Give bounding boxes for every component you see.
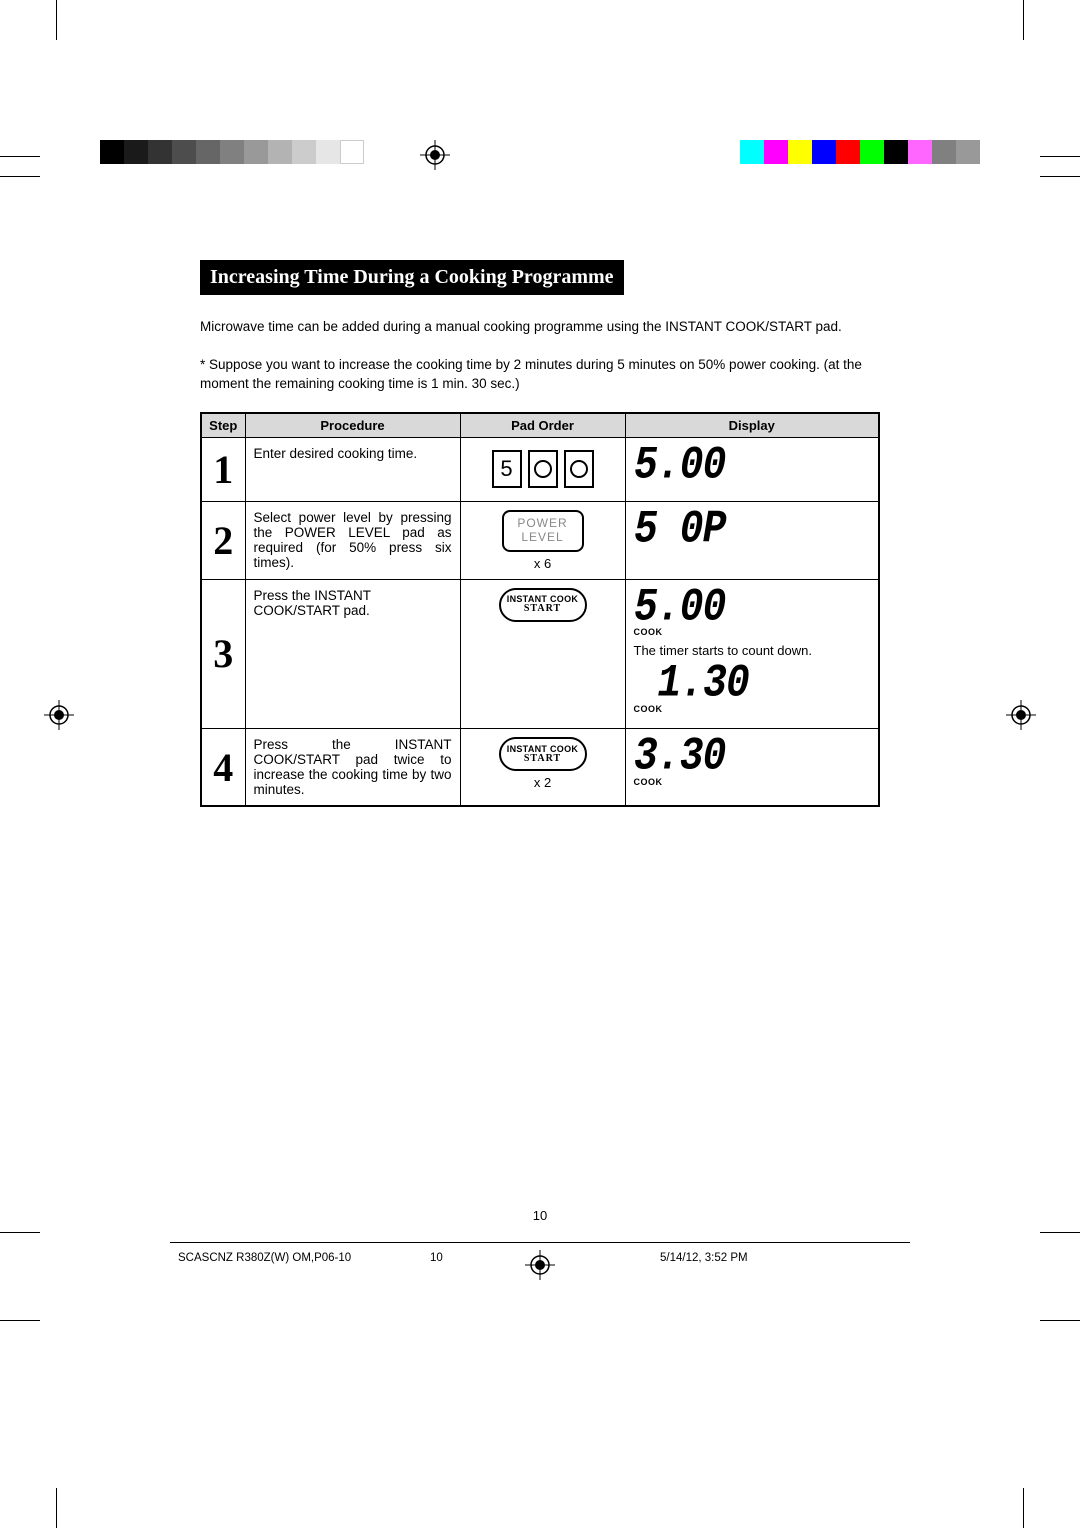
start-label: START bbox=[524, 754, 561, 764]
footer-divider bbox=[170, 1242, 910, 1243]
display-readout: 1.30 bbox=[634, 663, 847, 707]
registration-mark-icon bbox=[1006, 700, 1036, 730]
color-swatch-bar bbox=[740, 140, 980, 164]
footer-datetime: 5/14/12, 3:52 PM bbox=[660, 1252, 748, 1264]
intro-paragraph-1: Microwave time can be added during a man… bbox=[200, 317, 880, 337]
page-title: Increasing Time During a Cooking Program… bbox=[200, 260, 624, 295]
header-procedure: Procedure bbox=[245, 413, 460, 438]
intro-text: Microwave time can be added during a man… bbox=[200, 317, 880, 394]
procedure-text: Select power level by pressing the POWER… bbox=[245, 501, 460, 579]
display-note: The timer starts to count down. bbox=[634, 643, 871, 658]
intro-paragraph-2: * Suppose you want to increase the cooki… bbox=[200, 355, 880, 394]
start-label: START bbox=[524, 604, 561, 614]
level-label: LEVEL bbox=[521, 531, 563, 545]
key-0 bbox=[564, 450, 594, 488]
step-number: 2 bbox=[201, 501, 245, 579]
registration-mark-icon bbox=[44, 700, 74, 730]
procedure-text: Enter desired cooking time. bbox=[245, 437, 460, 501]
procedure-text: Press the INSTANT COOK/START pad twice t… bbox=[245, 729, 460, 807]
display-cell: 5.00 bbox=[625, 437, 879, 501]
table-row: 3 Press the INSTANT COOK/START pad. INST… bbox=[201, 579, 879, 729]
table-row: 1 Enter desired cooking time. 5 5.00 bbox=[201, 437, 879, 501]
pad-order-cell: 5 bbox=[460, 437, 625, 501]
step-number: 1 bbox=[201, 437, 245, 501]
header-pad-order: Pad Order bbox=[460, 413, 625, 438]
footer-page: 10 bbox=[430, 1252, 443, 1264]
pad-order-cell: INSTANT COOK START bbox=[460, 579, 625, 729]
press-count: x 2 bbox=[469, 775, 617, 790]
page-content: Increasing Time During a Cooking Program… bbox=[200, 260, 880, 807]
display-cell: 5.00 COOK The timer starts to count down… bbox=[625, 579, 879, 729]
display-readout: 5.00 bbox=[634, 587, 847, 631]
instant-cook-start-button-icon: INSTANT COOK START bbox=[499, 588, 587, 622]
procedure-text: Press the INSTANT COOK/START pad. bbox=[245, 579, 460, 729]
table-row: 2 Select power level by pressing the POW… bbox=[201, 501, 879, 579]
steps-table: Step Procedure Pad Order Display 1 Enter… bbox=[200, 412, 880, 808]
press-count: x 6 bbox=[469, 556, 617, 571]
footer-doc-ref: SCASCNZ R380Z(W) OM,P06-10 bbox=[178, 1252, 351, 1264]
display-cell: 3.30 COOK bbox=[625, 729, 879, 807]
step-number: 4 bbox=[201, 729, 245, 807]
key-0 bbox=[528, 450, 558, 488]
table-header-row: Step Procedure Pad Order Display bbox=[201, 413, 879, 438]
display-readout: 3.30 bbox=[634, 736, 847, 780]
instant-cook-start-button-icon: INSTANT COOK START bbox=[499, 737, 587, 771]
page-number: 10 bbox=[0, 1208, 1080, 1223]
table-row: 4 Press the INSTANT COOK/START pad twice… bbox=[201, 729, 879, 807]
keypad-icon: 5 bbox=[492, 450, 594, 488]
key-5: 5 bbox=[492, 450, 522, 488]
power-label: POWER bbox=[517, 517, 567, 531]
display-cell: 5 0P bbox=[625, 501, 879, 579]
header-display: Display bbox=[625, 413, 879, 438]
header-step: Step bbox=[201, 413, 245, 438]
registration-mark-icon bbox=[420, 140, 450, 170]
step-number: 3 bbox=[201, 579, 245, 729]
pad-order-cell: POWER LEVEL x 6 bbox=[460, 501, 625, 579]
power-level-button-icon: POWER LEVEL bbox=[502, 510, 584, 552]
display-readout: 5 0P bbox=[634, 509, 847, 553]
grayscale-bar bbox=[100, 140, 364, 164]
pad-order-cell: INSTANT COOK START x 2 bbox=[460, 729, 625, 807]
registration-mark-icon bbox=[525, 1250, 555, 1280]
display-readout: 5.00 bbox=[634, 445, 847, 489]
